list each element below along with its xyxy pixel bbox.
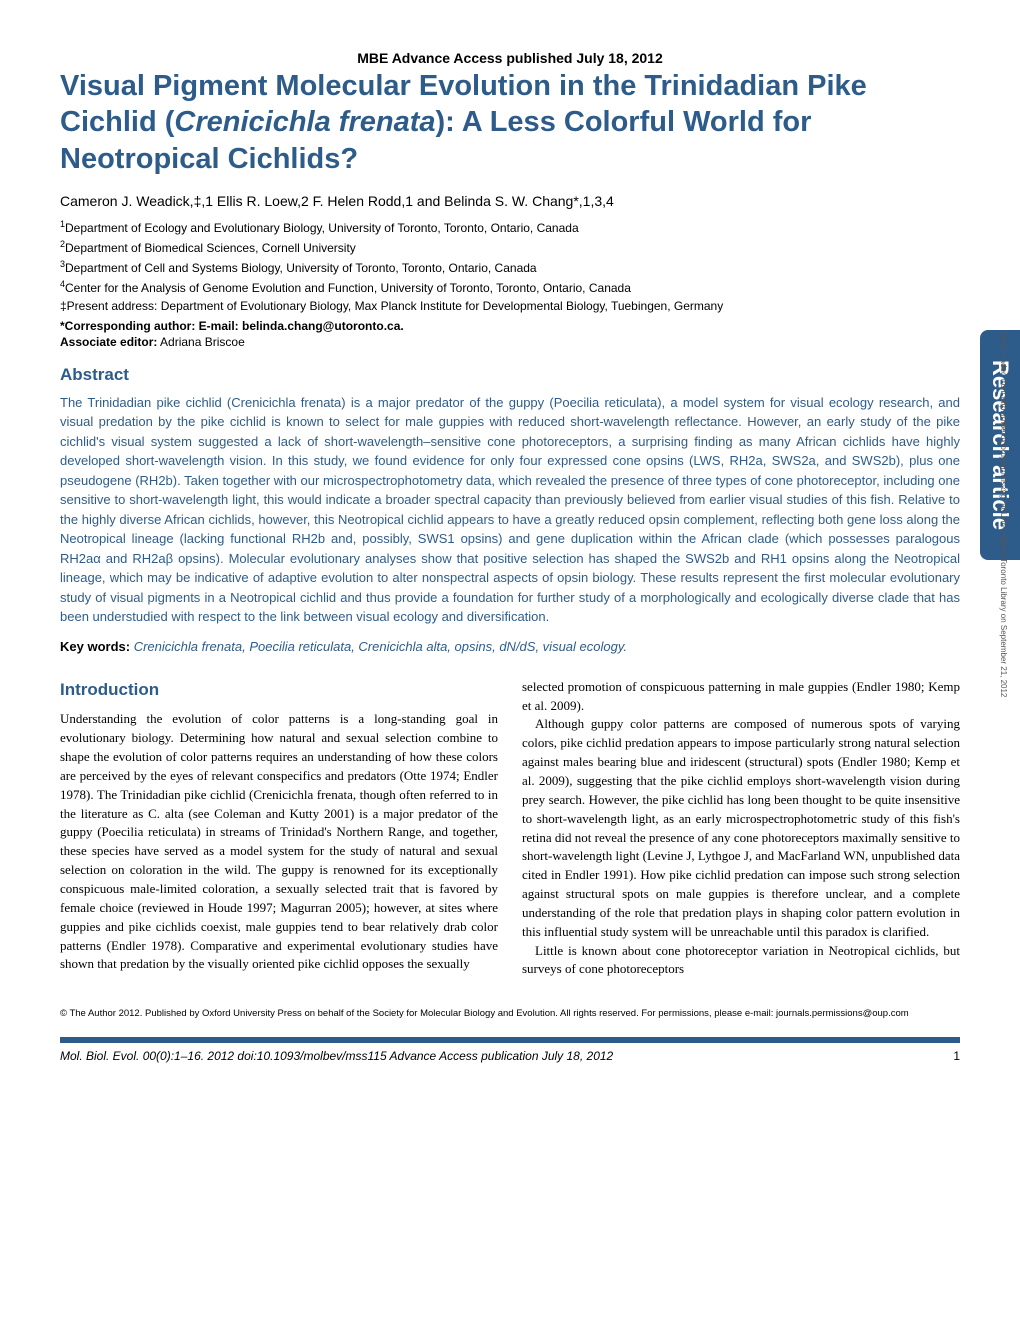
assoc-editor-label: Associate editor: <box>60 335 157 349</box>
footer-bar: Mol. Biol. Evol. 00(0):1–16. 2012 doi:10… <box>60 1037 960 1063</box>
page-number: 1 <box>953 1049 960 1063</box>
affiliation-4: 4Center for the Analysis of Genome Evolu… <box>60 279 960 295</box>
affil-text-4: Center for the Analysis of Genome Evolut… <box>65 281 631 295</box>
corresp-text: *Corresponding author: E-mail: belinda.c… <box>60 319 404 333</box>
associate-editor: Associate editor: Adriana Briscoe <box>60 335 960 349</box>
affiliation-1: 1Department of Ecology and Evolutionary … <box>60 219 960 235</box>
keywords-row: Key words: Crenicichla frenata, Poecilia… <box>60 639 960 654</box>
affil-text-1: Department of Ecology and Evolutionary B… <box>65 221 579 235</box>
page-content: MBE Advance Access published July 18, 20… <box>0 0 1020 1093</box>
download-watermark: Downloaded from http://mbe.oxfordjournal… <box>999 332 1008 932</box>
corresponding-author: *Corresponding author: E-mail: belinda.c… <box>60 319 960 333</box>
abstract-heading: Abstract <box>60 365 960 385</box>
body-columns: Introduction Understanding the evolution… <box>60 678 960 980</box>
affiliation-present: ‡Present address: Department of Evolutio… <box>60 299 960 313</box>
abstract-body: The Trinidadian pike cichlid (Crenicichl… <box>60 393 960 627</box>
copyright-notice: © The Author 2012. Published by Oxford U… <box>60 999 960 1020</box>
intro-para-1: Understanding the evolution of color pat… <box>60 710 498 974</box>
column-left: Introduction Understanding the evolution… <box>60 678 498 980</box>
advance-access-notice: MBE Advance Access published July 18, 20… <box>60 50 960 66</box>
footer-citation: Mol. Biol. Evol. 00(0):1–16. 2012 doi:10… <box>60 1049 613 1063</box>
author-list: Cameron J. Weadick,‡,1 Ellis R. Loew,2 F… <box>60 193 960 209</box>
affil-text-3: Department of Cell and Systems Biology, … <box>65 261 537 275</box>
introduction-heading: Introduction <box>60 678 498 703</box>
intro-para-4: Little is known about cone photoreceptor… <box>522 942 960 980</box>
intro-para-2: selected promotion of conspicuous patter… <box>522 678 960 716</box>
affiliation-3: 3Department of Cell and Systems Biology,… <box>60 259 960 275</box>
keywords-label: Key words: <box>60 639 130 654</box>
column-right: selected promotion of conspicuous patter… <box>522 678 960 980</box>
article-title: Visual Pigment Molecular Evolution in th… <box>60 68 960 177</box>
intro-para-3: Although guppy color patterns are compos… <box>522 715 960 941</box>
affil-text-2: Department of Biomedical Sciences, Corne… <box>65 241 356 255</box>
keywords-content: Crenicichla frenata, Poecilia reticulata… <box>134 639 627 654</box>
affiliation-2: 2Department of Biomedical Sciences, Corn… <box>60 239 960 255</box>
title-species: Crenicichla frenata <box>174 106 435 138</box>
assoc-editor-name: Adriana Briscoe <box>160 335 245 349</box>
